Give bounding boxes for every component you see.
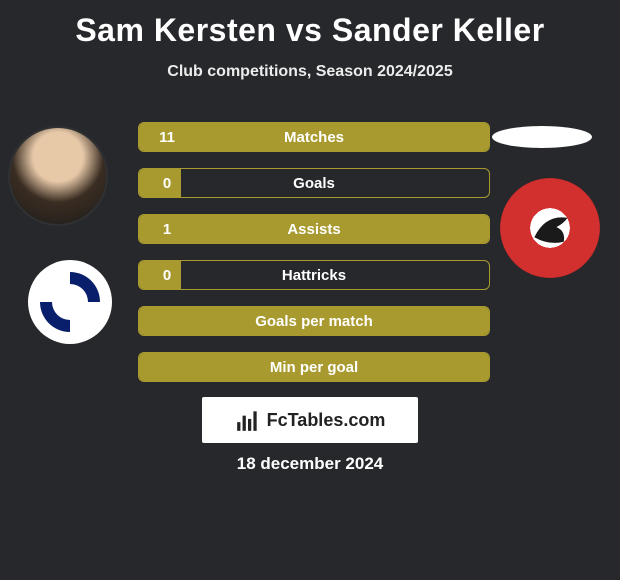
brand-text: FcTables.com — [267, 410, 386, 431]
player-right-avatar — [492, 126, 592, 148]
stat-row: Min per goal — [138, 352, 490, 382]
stat-row: 0Hattricks — [138, 260, 490, 290]
stat-row: Goals per match — [138, 306, 490, 336]
stat-row: 11Matches — [138, 122, 490, 152]
heerenveen-icon — [40, 272, 100, 332]
stat-label: Hattricks — [139, 267, 489, 284]
stat-row: 0Goals — [138, 168, 490, 198]
stat-label: Goals per match — [139, 313, 489, 330]
stats-bars: 11Matches 0Goals 1Assists 0Hattricks Goals p… — [138, 122, 490, 398]
chart-bars-icon — [235, 407, 261, 433]
stat-label: Goals — [139, 175, 489, 192]
page-title: Sam Kersten vs Sander Keller — [0, 0, 620, 49]
brand-box: FcTables.com — [202, 397, 418, 443]
subtitle: Club competitions, Season 2024/2025 — [0, 63, 620, 81]
player-left-avatar — [8, 126, 108, 226]
stat-row: 1Assists — [138, 214, 490, 244]
stat-label: Min per goal — [139, 359, 489, 376]
almere-city-icon — [527, 205, 573, 251]
team-left-badge — [28, 260, 112, 344]
stat-label: Assists — [139, 221, 489, 238]
date-text: 18 december 2024 — [0, 454, 620, 474]
team-right-badge — [500, 178, 600, 278]
stat-label: Matches — [139, 129, 489, 146]
